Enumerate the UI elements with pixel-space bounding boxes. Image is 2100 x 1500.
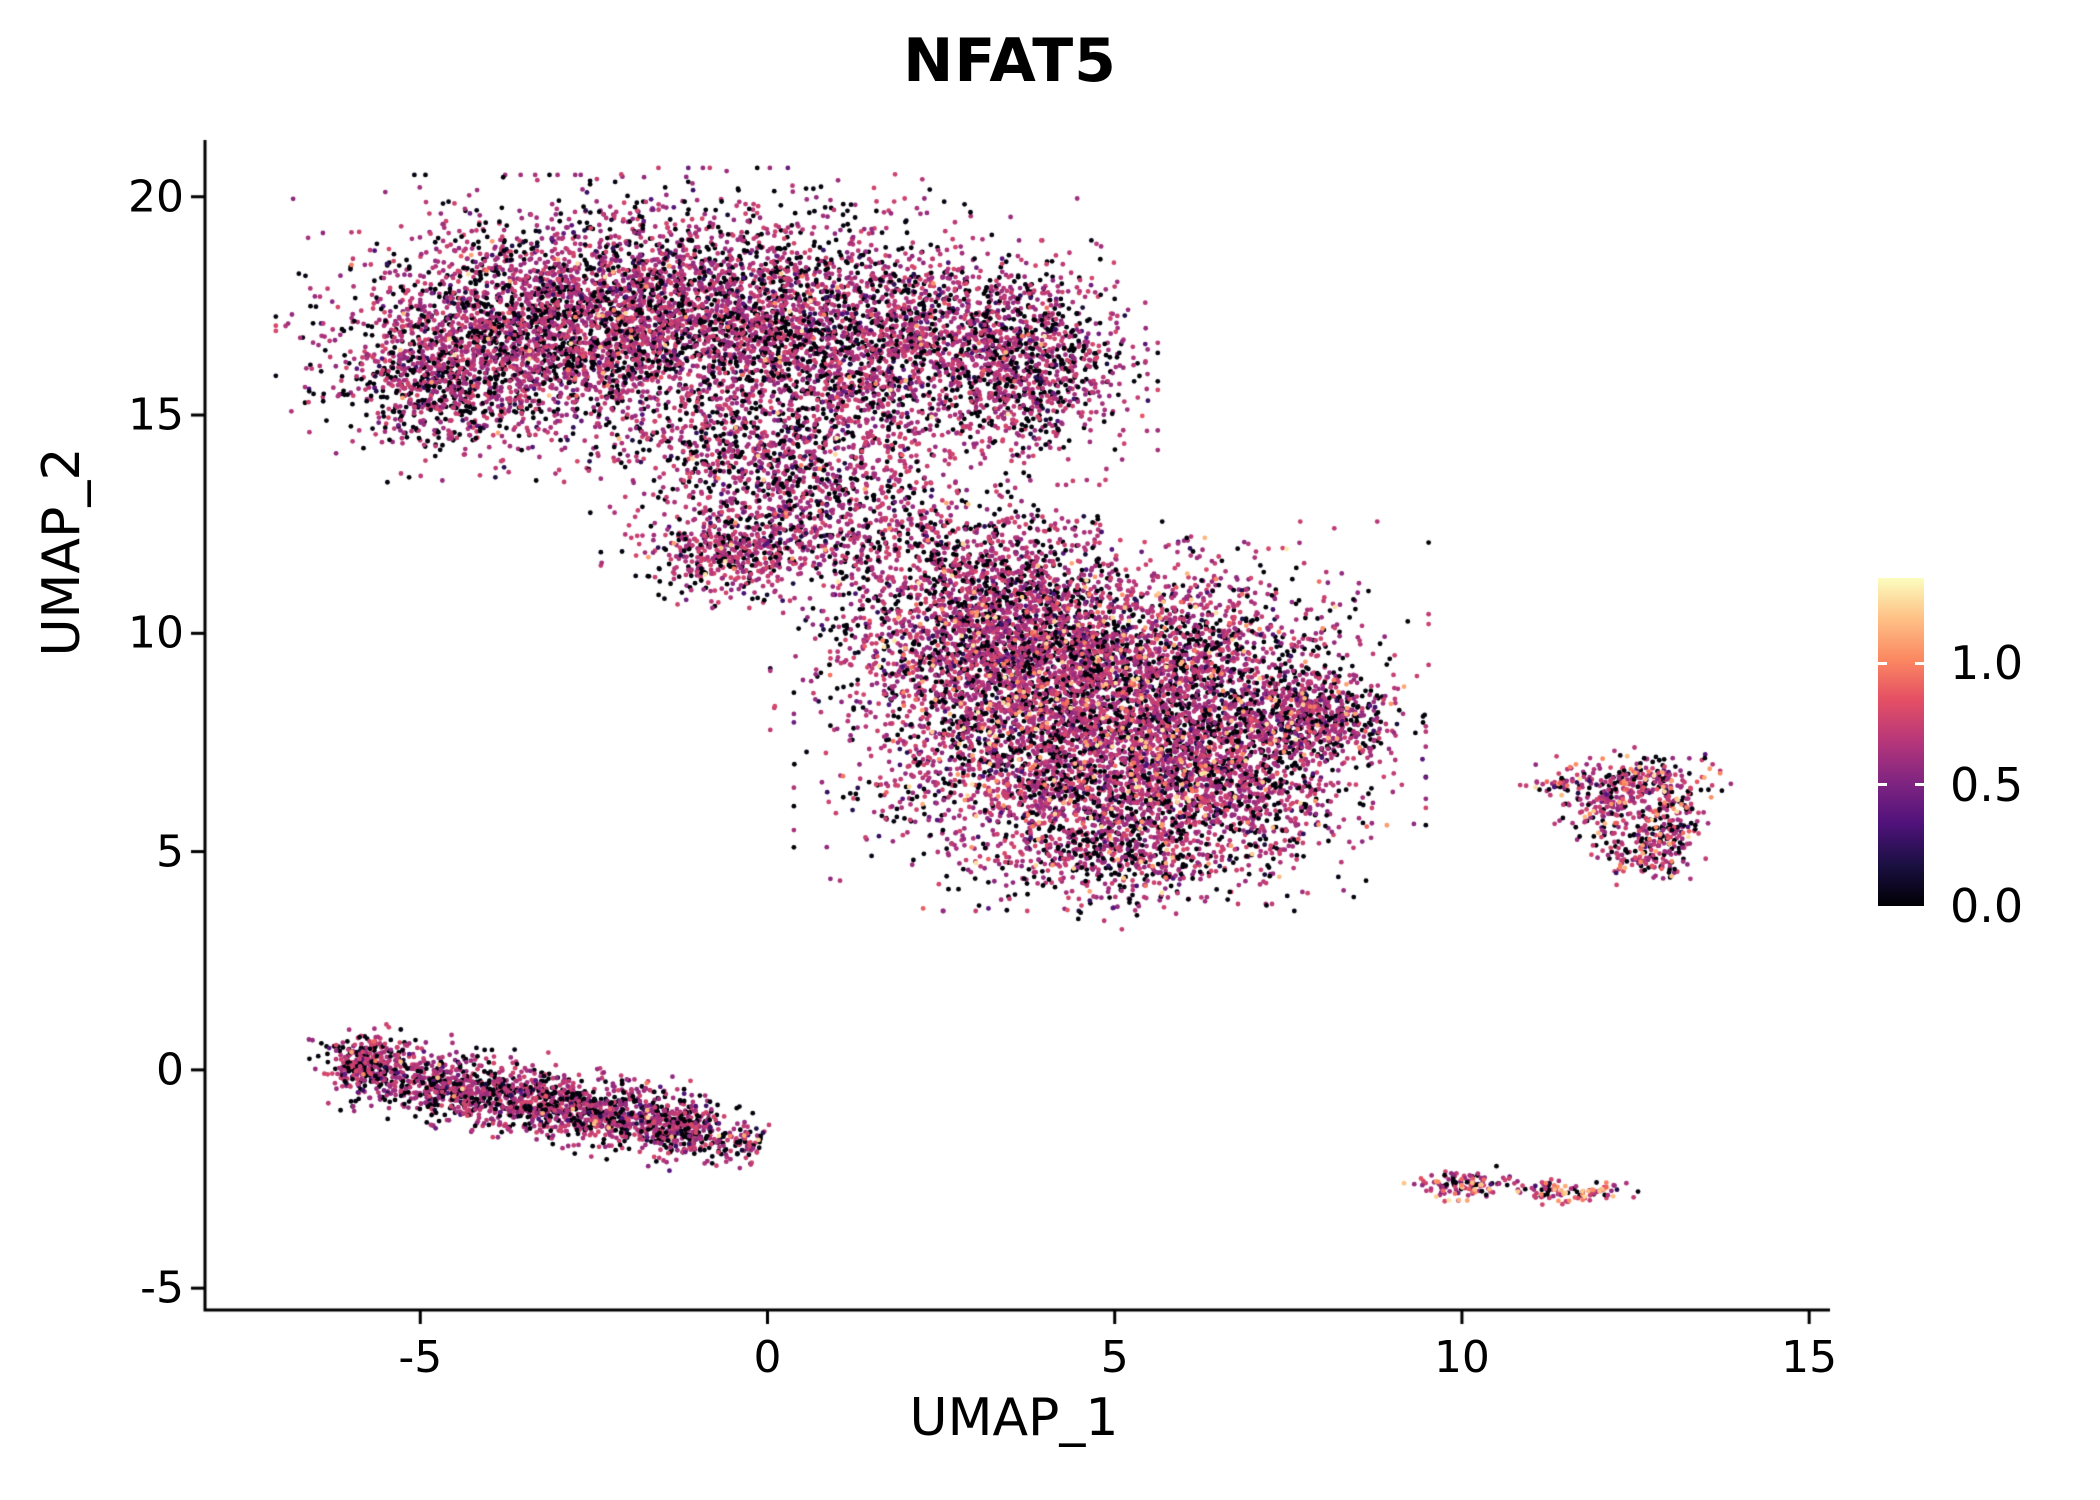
y-tick-label: 15 bbox=[128, 389, 184, 441]
x-tick-label: 15 bbox=[1781, 1332, 1838, 1383]
y-tick-label: 5 bbox=[156, 826, 184, 878]
chart-title: NFAT5 bbox=[903, 26, 1117, 96]
colorbar-tick-mark bbox=[1915, 783, 1924, 787]
colorbar: 1.0 0.5 0.0 bbox=[1878, 578, 2100, 933]
colorbar-tick-label: 1.0 bbox=[1950, 636, 2024, 691]
x-axis-label: UMAP_1 bbox=[909, 1388, 1119, 1448]
x-tick-label: 0 bbox=[753, 1332, 782, 1383]
colorbar-gradient bbox=[1878, 578, 1924, 906]
colorbar-tick-mark bbox=[1878, 783, 1887, 787]
y-tick-label: -5 bbox=[140, 1262, 184, 1314]
y-tick-label: 0 bbox=[156, 1044, 184, 1096]
y-tick-label: 20 bbox=[128, 171, 184, 223]
x-tick-label: 5 bbox=[1100, 1332, 1129, 1383]
colorbar-tick-mark bbox=[1915, 661, 1924, 665]
colorbar-tick-label: 0.0 bbox=[1950, 879, 2024, 933]
x-tick-label: 10 bbox=[1433, 1332, 1490, 1383]
y-axis-label: UMAP_2 bbox=[32, 447, 92, 657]
colorbar-tick-labels: 1.0 0.5 0.0 bbox=[1878, 578, 2100, 933]
x-tick-label: -5 bbox=[398, 1332, 443, 1383]
colorbar-tick-mark bbox=[1878, 661, 1887, 665]
y-tick-label: 10 bbox=[128, 607, 184, 659]
colorbar-tick-label: 0.5 bbox=[1950, 757, 2024, 812]
